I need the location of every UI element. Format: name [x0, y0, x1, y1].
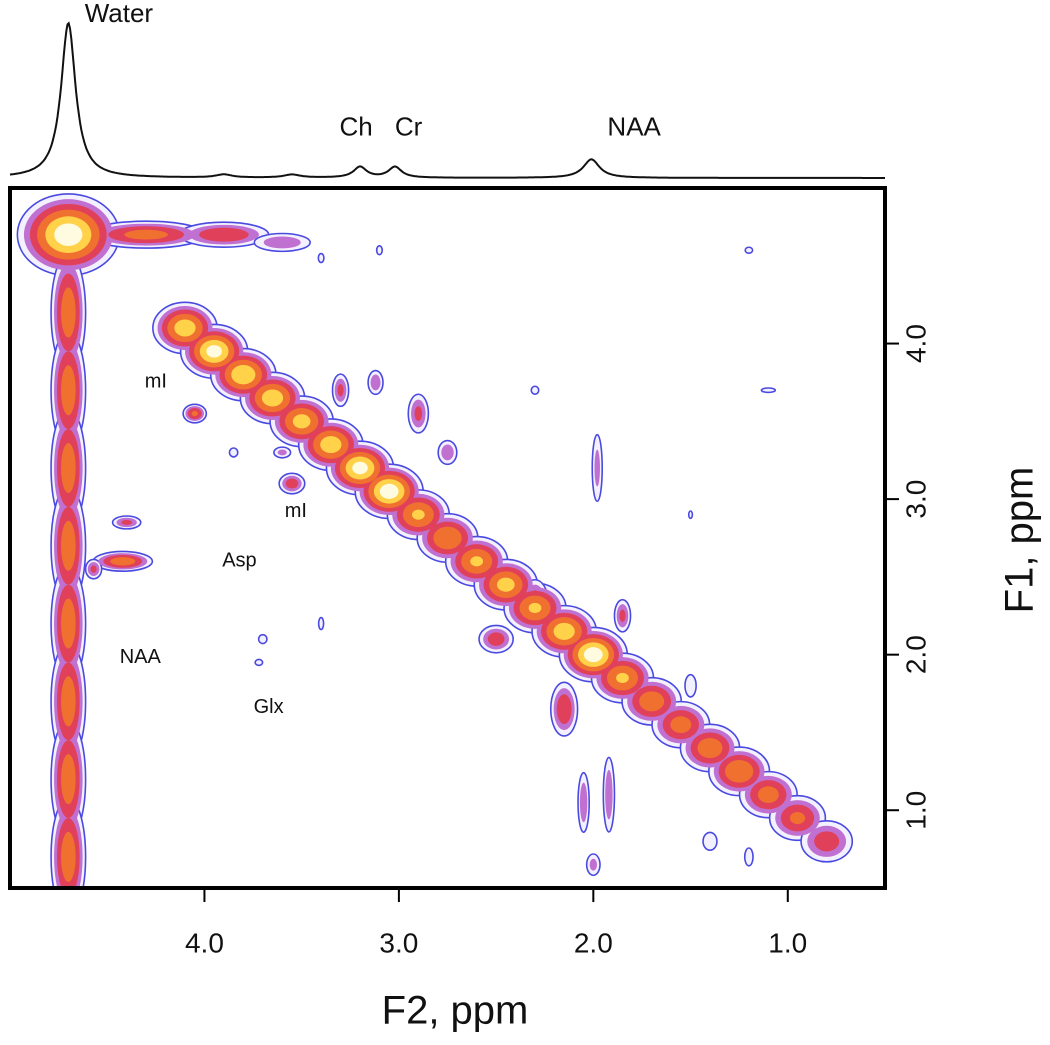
contour — [670, 716, 692, 734]
contour — [697, 737, 723, 759]
peak-label: Water — [85, 0, 154, 28]
contour — [61, 442, 76, 494]
contour — [789, 811, 806, 825]
contour — [61, 831, 76, 882]
contour — [530, 385, 540, 395]
x-tick-label: 3.0 — [379, 927, 418, 958]
cross-peak-label: Glx — [254, 696, 284, 718]
contour — [337, 384, 344, 397]
contour — [814, 831, 840, 852]
contour — [121, 520, 133, 525]
contour — [199, 227, 249, 242]
contour — [61, 287, 76, 338]
contour — [744, 246, 754, 254]
y-axis-label: F1, ppm — [998, 467, 1042, 614]
y-tick-label: 1.0 — [900, 791, 931, 830]
contour — [370, 374, 381, 391]
contour — [352, 461, 368, 475]
contour — [441, 444, 454, 461]
contour — [553, 622, 575, 640]
plot-frame — [8, 186, 887, 890]
contour — [433, 526, 462, 550]
y-tick-label: 4.0 — [900, 324, 931, 363]
x-tick-label: 4.0 — [185, 927, 224, 958]
contour — [411, 509, 425, 520]
cross-peak-label: mI — [145, 371, 167, 393]
contour — [757, 786, 779, 804]
contour — [292, 414, 311, 429]
contour — [743, 847, 754, 867]
contour — [487, 632, 505, 646]
contour — [191, 411, 198, 417]
contour — [414, 406, 423, 421]
contour — [231, 364, 256, 385]
peak-label: Ch — [339, 111, 372, 141]
contour — [320, 436, 342, 454]
contour — [616, 672, 629, 684]
contour — [254, 658, 264, 667]
x-tick-label: 1.0 — [768, 927, 807, 958]
cross-peak-label: mI — [285, 500, 307, 522]
contour — [54, 223, 83, 246]
contour — [61, 676, 76, 727]
contour — [61, 598, 76, 649]
contour — [90, 565, 97, 573]
contour — [261, 389, 284, 407]
contour — [257, 633, 268, 645]
contour — [263, 236, 301, 249]
contour — [528, 602, 542, 614]
contour — [639, 691, 665, 712]
y-tick-label: 3.0 — [900, 480, 931, 519]
projection-spectrum — [9, 21, 885, 179]
x-tick-label: 2.0 — [574, 927, 613, 958]
contour — [579, 782, 588, 823]
contour — [725, 760, 754, 783]
contour — [174, 319, 196, 337]
peak-label: NAA — [607, 111, 661, 141]
contour — [583, 647, 603, 663]
contour — [375, 244, 384, 256]
y-tick-label: 2.0 — [900, 635, 931, 674]
contour — [61, 754, 76, 805]
contour-plot — [16, 193, 854, 888]
contour — [702, 831, 718, 852]
cross-peak-label: NAA — [120, 646, 162, 668]
contour — [760, 387, 777, 394]
contour — [379, 483, 399, 499]
peak-label: Cr — [395, 111, 423, 141]
contour — [61, 365, 76, 416]
contour — [317, 252, 325, 264]
contour — [594, 449, 600, 487]
x-axis-label: F2, ppm — [382, 989, 529, 1033]
contour — [110, 557, 136, 566]
contour — [317, 616, 325, 631]
contour — [556, 694, 572, 724]
contour — [277, 449, 287, 456]
contour — [687, 510, 694, 520]
contour — [206, 345, 222, 358]
contour — [684, 673, 697, 698]
contour — [619, 609, 626, 622]
cross-peak-label: Asp — [222, 550, 256, 572]
contour — [228, 447, 239, 458]
contour — [470, 556, 484, 567]
contour — [285, 478, 299, 489]
contour — [605, 769, 613, 820]
contour — [497, 577, 515, 592]
contour — [589, 858, 598, 871]
contour — [61, 520, 76, 571]
contour — [124, 229, 168, 240]
